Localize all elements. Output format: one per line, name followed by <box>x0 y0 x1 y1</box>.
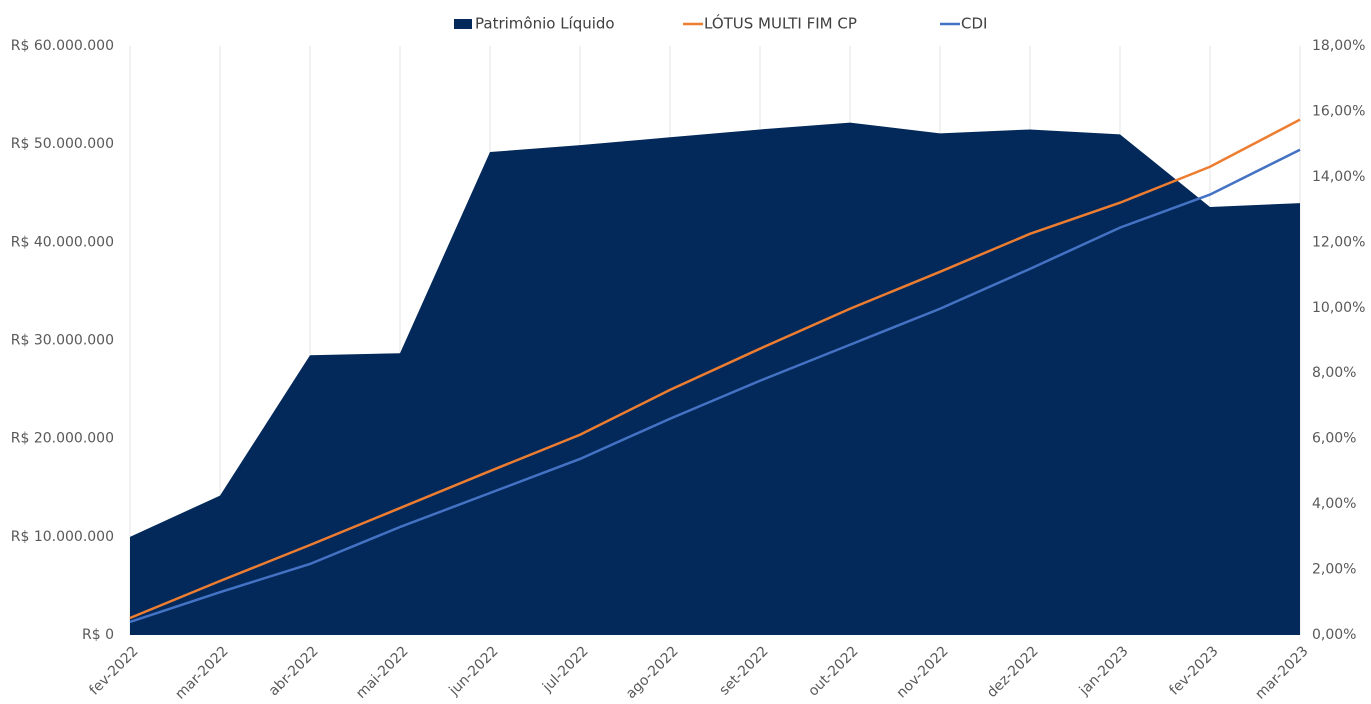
x-tick-label: jul-2022 <box>539 643 592 696</box>
legend-swatch <box>454 19 472 29</box>
y2-tick-label: 4,00% <box>1312 496 1356 512</box>
legend-label: Patrimônio Líquido <box>475 15 615 33</box>
x-tick-label: jan-2023 <box>1076 643 1132 699</box>
legend-label: LÓTUS MULTI FIM CP <box>704 14 857 33</box>
x-tick-label: ago-2022 <box>623 643 682 702</box>
area <box>130 122 1300 635</box>
legend-label: CDI <box>961 15 987 33</box>
line <box>129 148 1301 624</box>
y2-tick-label: 12,00% <box>1312 234 1365 250</box>
y-tick-label: R$ 10.000.000 <box>11 529 114 545</box>
y2-tick-label: 14,00% <box>1312 169 1365 185</box>
x-tick-label: fev-2023 <box>1166 643 1221 698</box>
y-tick-label: R$ 30.000.000 <box>11 333 114 349</box>
x-tick-label: jun-2022 <box>446 643 502 699</box>
x-tick-label: dez-2022 <box>984 643 1042 701</box>
y-tick-label: R$ 40.000.000 <box>11 234 114 250</box>
x-tick-label: set-2022 <box>716 643 771 698</box>
y2-tick-label: 10,00% <box>1312 300 1365 316</box>
y2-tick-label: 16,00% <box>1312 103 1365 119</box>
y2-tick-label: 6,00% <box>1312 431 1356 447</box>
line <box>129 118 1301 620</box>
x-tick-label: mar-2022 <box>172 643 231 702</box>
y2-tick-label: 2,00% <box>1312 562 1356 578</box>
y-tick-label: R$ 0 <box>82 627 114 643</box>
x-tick-label: fev-2022 <box>86 643 141 698</box>
x-tick-label: mai-2022 <box>353 643 412 702</box>
x-tick-label: abr-2022 <box>266 643 322 699</box>
y-tick-label: R$ 60.000.000 <box>11 38 114 54</box>
x-tick-label: nov-2022 <box>894 643 952 701</box>
x-tick-label: out-2022 <box>805 643 861 699</box>
y-tick-label: R$ 20.000.000 <box>11 431 114 447</box>
y2-tick-label: 8,00% <box>1312 365 1356 381</box>
x-tick-label: mar-2023 <box>1252 643 1311 702</box>
y-tick-label: R$ 50.000.000 <box>11 136 114 152</box>
y2-tick-label: 18,00% <box>1312 38 1365 54</box>
y2-tick-label: 0,00% <box>1312 627 1356 643</box>
